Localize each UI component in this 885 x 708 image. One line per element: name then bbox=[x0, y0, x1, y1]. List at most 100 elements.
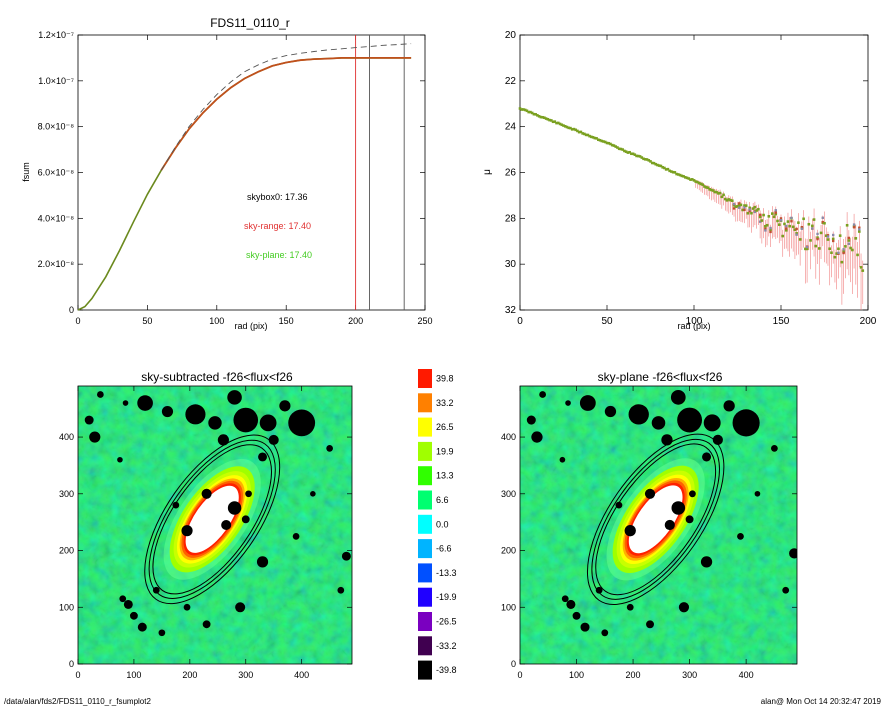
profile-point bbox=[576, 129, 579, 133]
profile-point-grey bbox=[753, 210, 757, 214]
profile-point bbox=[664, 168, 668, 171]
masked-star bbox=[123, 599, 133, 609]
profile-point bbox=[793, 228, 797, 232]
colorbar-swatch bbox=[418, 563, 432, 583]
profile-point bbox=[861, 269, 865, 272]
profile-point-grey bbox=[774, 209, 777, 212]
y-tick-label: 200 bbox=[59, 546, 74, 556]
profile-point bbox=[666, 167, 670, 171]
profile-point bbox=[673, 171, 677, 174]
masked-star bbox=[326, 445, 333, 452]
masked-star bbox=[782, 586, 790, 594]
sky-plane-heatmap bbox=[519, 385, 798, 665]
profile-point bbox=[586, 133, 590, 137]
profile-point bbox=[724, 197, 727, 201]
profile-point bbox=[595, 137, 598, 140]
profile-point-red bbox=[738, 202, 741, 205]
profile-point bbox=[797, 221, 800, 224]
profile-point bbox=[560, 123, 564, 127]
profile-point bbox=[600, 139, 604, 143]
profile-point bbox=[527, 110, 530, 114]
profile-point bbox=[786, 220, 790, 223]
profile-point bbox=[534, 113, 537, 116]
masked-star bbox=[565, 400, 571, 406]
image-content bbox=[78, 386, 352, 664]
profile-point bbox=[708, 188, 711, 191]
mu-x-axis: 0 50 100 150 200 bbox=[517, 35, 877, 327]
profile-point bbox=[630, 152, 633, 156]
profile-point bbox=[626, 151, 630, 154]
profile-point bbox=[828, 247, 832, 251]
profile-point bbox=[814, 244, 818, 248]
profile-point bbox=[637, 154, 640, 158]
profile-point bbox=[565, 125, 569, 129]
colorbar-label: -33.2 bbox=[436, 641, 457, 651]
profile-point-grey bbox=[790, 216, 793, 220]
fsum-curve bbox=[160, 57, 412, 171]
profile-point bbox=[838, 234, 842, 237]
profile-point-grey bbox=[769, 226, 772, 230]
masked-star bbox=[279, 400, 291, 412]
profile-point bbox=[684, 176, 687, 179]
profile-point bbox=[784, 229, 788, 232]
masked-star bbox=[227, 501, 242, 515]
aperture-ellipse bbox=[586, 433, 725, 606]
y-tick-label: 1.0×10⁻⁷ bbox=[38, 76, 74, 86]
profile-point-red bbox=[758, 213, 762, 217]
x-tick-label: 100 bbox=[126, 670, 141, 680]
profile-point bbox=[642, 157, 645, 161]
profile-point bbox=[859, 266, 863, 269]
profile-point bbox=[774, 212, 778, 216]
surface-brightness-plot: 0 50 100 150 200 20 22 24 26 28 30 32 rad (pix) μ bbox=[482, 30, 877, 331]
colorbar-label: -19.9 bbox=[436, 592, 457, 602]
y-tick-label: 0 bbox=[511, 659, 516, 669]
profile-point bbox=[783, 222, 786, 226]
y-tick-label: 8.0×10⁻⁸ bbox=[38, 122, 75, 132]
profile-point bbox=[830, 251, 833, 255]
img4-y-axis: 0 100 200 300 400 bbox=[501, 432, 797, 669]
profile-point bbox=[706, 186, 710, 189]
masked-star bbox=[89, 431, 101, 443]
colorbar-label: -6.6 bbox=[436, 544, 452, 554]
masked-star bbox=[712, 434, 723, 445]
profile-point-red bbox=[832, 239, 835, 243]
sky-subtracted-image: sky-subtracted -f26<flux<f26 0 100 200 300 4… bbox=[59, 370, 353, 680]
profile-point bbox=[563, 125, 567, 128]
profile-point bbox=[520, 108, 524, 111]
profile-point bbox=[569, 126, 572, 130]
masked-star bbox=[227, 390, 242, 405]
profile-point bbox=[607, 141, 611, 145]
profile-point-grey bbox=[811, 227, 814, 230]
profile-point bbox=[718, 191, 722, 195]
profile-point bbox=[555, 121, 558, 125]
profile-point bbox=[562, 124, 565, 127]
profile-point bbox=[567, 126, 571, 130]
profile-point bbox=[518, 107, 522, 110]
profile-point bbox=[682, 175, 685, 178]
masked-star bbox=[615, 501, 623, 509]
profile-point bbox=[704, 186, 708, 189]
profile-point bbox=[597, 138, 600, 142]
sky-plane-annotation: sky-plane: 17.40 bbox=[246, 250, 312, 260]
x-tick-label: 150 bbox=[279, 316, 294, 326]
profile-point bbox=[532, 112, 536, 116]
x-tick-label: 100 bbox=[569, 670, 584, 680]
profile-point bbox=[788, 224, 791, 228]
profile-point bbox=[701, 183, 704, 186]
profile-point bbox=[649, 160, 652, 163]
colorbar-swatch bbox=[418, 441, 432, 461]
profile-point-grey bbox=[758, 220, 762, 223]
profile-point bbox=[767, 215, 771, 218]
masked-star bbox=[723, 400, 735, 412]
x-tick-label: 100 bbox=[209, 316, 224, 326]
profile-point bbox=[823, 221, 826, 225]
masked-star bbox=[258, 452, 268, 462]
y-tick-label: 0 bbox=[69, 659, 74, 669]
colorbar-label: -39.8 bbox=[436, 665, 457, 675]
masked-star bbox=[268, 434, 279, 445]
masked-star bbox=[241, 515, 250, 524]
masked-star bbox=[678, 602, 690, 613]
y-tick-label: 1.2×10⁻⁷ bbox=[38, 30, 74, 40]
colorbar-label: 6.6 bbox=[436, 495, 449, 505]
profile-point-grey bbox=[795, 233, 798, 236]
